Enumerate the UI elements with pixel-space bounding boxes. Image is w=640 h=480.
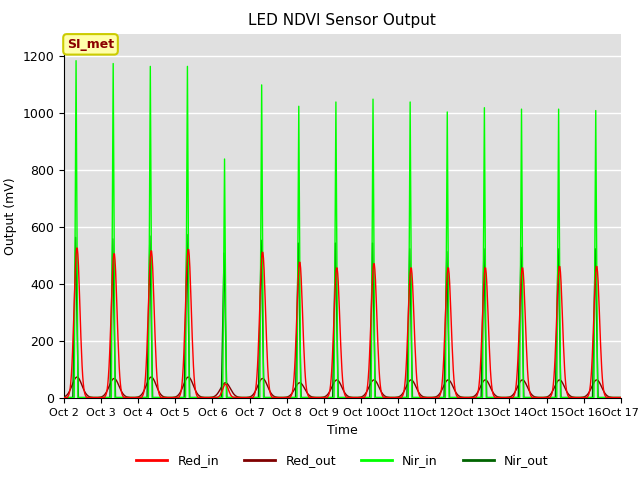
X-axis label: Time: Time	[327, 424, 358, 437]
Y-axis label: Output (mV): Output (mV)	[4, 177, 17, 255]
Title: LED NDVI Sensor Output: LED NDVI Sensor Output	[248, 13, 436, 28]
Legend: Red_in, Red_out, Nir_in, Nir_out: Red_in, Red_out, Nir_in, Nir_out	[131, 449, 554, 472]
Text: SI_met: SI_met	[67, 38, 114, 51]
